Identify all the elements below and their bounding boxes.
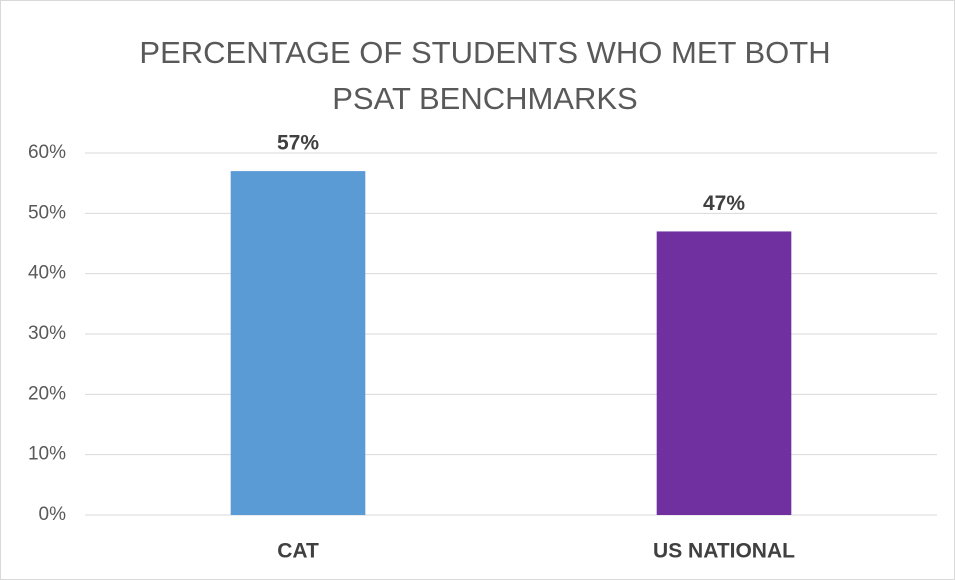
y-tick-label: 30% bbox=[28, 323, 66, 344]
x-tick-label: CAT bbox=[277, 540, 319, 563]
y-tick-label: 40% bbox=[28, 263, 66, 284]
y-tick-label: 50% bbox=[28, 202, 66, 223]
bar bbox=[656, 231, 792, 515]
bar bbox=[230, 171, 366, 515]
data-label: 57% bbox=[277, 132, 319, 155]
chart-title: PERCENTAGE OF STUDENTS WHO MET BOTH PSAT… bbox=[139, 35, 831, 116]
y-tick-label: 20% bbox=[28, 383, 66, 404]
data-label: 47% bbox=[703, 192, 745, 215]
y-tick-label: 10% bbox=[28, 444, 66, 465]
y-tick-label: 0% bbox=[39, 504, 67, 525]
y-tick-label: 60% bbox=[28, 142, 66, 163]
x-tick-label: US NATIONAL bbox=[653, 540, 795, 563]
